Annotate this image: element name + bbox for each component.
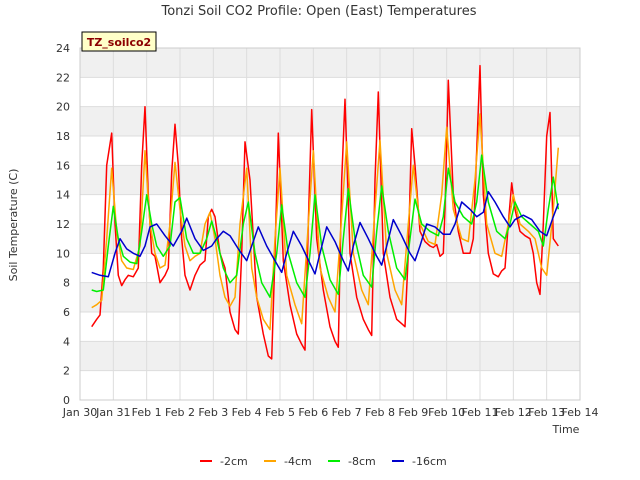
x-tick-label: Feb 13 bbox=[528, 406, 565, 419]
x-tick-label: Feb 12 bbox=[495, 406, 532, 419]
legend-label: -8cm bbox=[348, 455, 376, 468]
annotation-label: TZ_soilco2 bbox=[87, 36, 151, 49]
y-axis-label: Soil Temperature (C) bbox=[7, 169, 20, 282]
background-band bbox=[80, 165, 580, 195]
y-tick-label: 6 bbox=[63, 306, 70, 319]
background-band bbox=[80, 341, 580, 371]
legend: -2cm -4cm -8cm -16cm bbox=[200, 455, 447, 468]
y-tick-label: 14 bbox=[56, 189, 70, 202]
x-tick-label: Jan 31 bbox=[95, 406, 130, 419]
x-tick-label: Feb 11 bbox=[462, 406, 499, 419]
y-tick-label: 4 bbox=[63, 335, 70, 348]
plot-frame bbox=[79, 47, 581, 401]
x-tick-label: Feb 3 bbox=[198, 406, 228, 419]
x-tick-label: Feb 1 bbox=[132, 406, 162, 419]
chart-title: Tonzi Soil CO2 Profile: Open (East) Temp… bbox=[160, 4, 476, 19]
background-band bbox=[80, 106, 580, 136]
x-tick-label: Feb 8 bbox=[365, 406, 395, 419]
x-tick-label: Feb 7 bbox=[332, 406, 362, 419]
x-tick-label: Feb 9 bbox=[398, 406, 428, 419]
legend-label: -16cm bbox=[412, 455, 447, 468]
y-tick-label: 16 bbox=[56, 159, 70, 172]
legend-label: -2cm bbox=[220, 455, 248, 468]
x-tick-label: Feb 14 bbox=[562, 406, 599, 419]
x-tick-label: Feb 4 bbox=[232, 406, 262, 419]
series-line-4cm bbox=[91, 113, 560, 331]
y-tick-label: 18 bbox=[56, 130, 70, 143]
y-tick-label: 20 bbox=[56, 101, 70, 114]
series-line-8cm bbox=[91, 154, 560, 299]
series-line-2cm bbox=[91, 64, 559, 360]
series-line-16cm bbox=[91, 190, 560, 278]
annotation-badge: TZ_soilco2 bbox=[81, 31, 157, 52]
x-tick-label: Feb 10 bbox=[428, 406, 465, 419]
background-band bbox=[80, 282, 580, 312]
y-tick-label: 10 bbox=[56, 247, 70, 260]
x-tick-label: Feb 5 bbox=[265, 406, 295, 419]
y-tick-label: 8 bbox=[63, 277, 70, 290]
legend-label: -4cm bbox=[284, 455, 312, 468]
background-bands bbox=[80, 48, 580, 371]
x-tick-label: Feb 6 bbox=[298, 406, 328, 419]
y-tick-label: 22 bbox=[56, 71, 70, 84]
y-tick-label: 24 bbox=[56, 42, 70, 55]
gridlines bbox=[79, 47, 581, 401]
series-lines bbox=[91, 64, 560, 360]
y-tick-label: 2 bbox=[63, 365, 70, 378]
x-axis-label: Time bbox=[552, 423, 580, 436]
background-band bbox=[80, 48, 580, 78]
y-tick-label: 0 bbox=[63, 394, 70, 407]
x-tick-label: Feb 2 bbox=[165, 406, 195, 419]
y-tick-label: 12 bbox=[56, 218, 70, 231]
x-tick-label: Jan 30 bbox=[62, 406, 97, 419]
